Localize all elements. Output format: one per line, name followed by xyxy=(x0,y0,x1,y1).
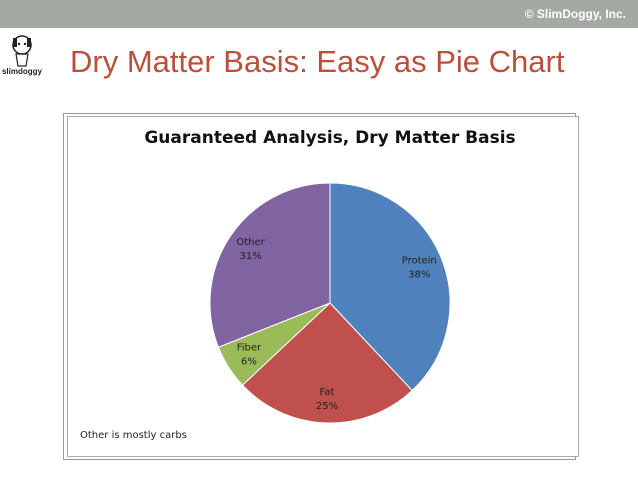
logo: slimdoggy xyxy=(2,35,43,76)
slice-label: Fat xyxy=(320,387,335,398)
slice-value-label: 6% xyxy=(241,356,257,367)
slice-label: Other xyxy=(236,237,265,248)
slice-label: Fiber xyxy=(237,342,262,353)
pie-slice xyxy=(329,182,451,392)
chart-title: Guaranteed Analysis, Dry Matter Basis xyxy=(144,128,515,148)
slice-label: Protein xyxy=(402,256,437,267)
slide-title: Dry Matter Basis: Easy as Pie Chart xyxy=(70,44,565,79)
slice-value-label: 38% xyxy=(408,270,430,281)
annotation: Other is mostly carbs xyxy=(80,430,187,441)
slice-value-label: 25% xyxy=(316,401,338,412)
pie-slice xyxy=(241,302,413,424)
pie-slice xyxy=(209,182,331,348)
copyright: © SlimDoggy, Inc. xyxy=(525,7,626,21)
slice-value-label: 31% xyxy=(239,251,261,262)
top-band xyxy=(0,0,638,28)
logo-text: slimdoggy xyxy=(2,67,43,76)
